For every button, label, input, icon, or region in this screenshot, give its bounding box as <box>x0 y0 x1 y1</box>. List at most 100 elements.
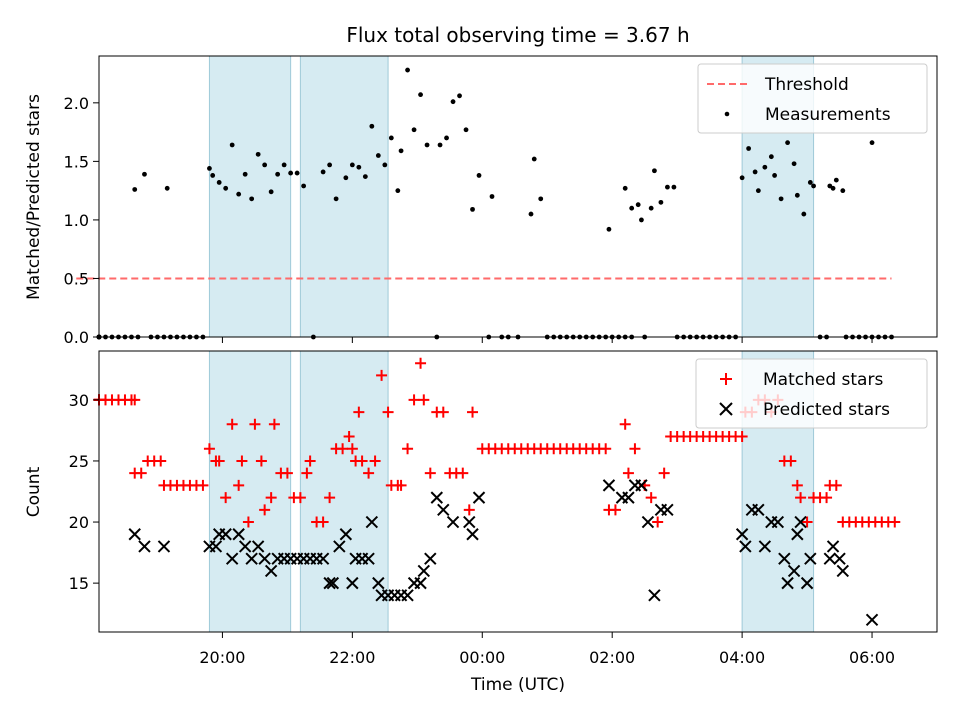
matched-star-point-52 <box>363 467 375 479</box>
matched-star-point-44 <box>324 492 336 504</box>
matched-star-point-53 <box>369 455 381 467</box>
measurement-point-27 <box>229 142 235 148</box>
x-tick-label-4: 02:00 <box>589 648 635 667</box>
measurement-point-53 <box>405 67 410 73</box>
matched-star-point-35 <box>268 418 280 430</box>
predicted-star-point-67 <box>794 515 807 529</box>
measurement-point-34 <box>275 171 281 177</box>
predicted-star-point-12 <box>258 552 271 565</box>
predicted-star-point-30 <box>365 515 379 529</box>
measurement-point-121 <box>811 183 816 189</box>
matched-star-point-33 <box>259 504 271 516</box>
measurement-point-29 <box>242 171 248 177</box>
predicted-star-point-49 <box>622 491 635 504</box>
predicted-star-point-69 <box>804 552 817 565</box>
measurement-point-113 <box>768 154 774 160</box>
matched-star-point-127 <box>830 479 842 491</box>
predicted-star-point-71 <box>826 540 840 553</box>
measurement-point-32 <box>262 162 268 168</box>
measurement-point-44 <box>349 162 355 168</box>
top-panel: 0.00.51.01.52.0 Matched/Predicted stars … <box>24 55 938 347</box>
measurement-point-126 <box>833 177 839 183</box>
bottom-y-tick-label-2: 25 <box>69 452 89 471</box>
matched-star-point-61 <box>415 357 427 369</box>
measurement-point-125 <box>830 185 836 191</box>
measurement-point-136 <box>869 140 875 146</box>
measurement-point-43 <box>343 175 349 181</box>
matched-star-point-63 <box>424 467 436 479</box>
measurements-legend-label: Measurements <box>765 105 891 125</box>
top-y-tick-label-1: 0.5 <box>64 269 89 288</box>
matched-star-point-41 <box>304 455 316 467</box>
matched-star-point-125 <box>821 492 833 504</box>
predicted-star-point-11 <box>251 540 265 553</box>
matched-star-point-90 <box>600 443 612 455</box>
x-tick-label-5: 04:00 <box>719 648 765 667</box>
measurement-point-16 <box>164 185 170 191</box>
measurement-point-40 <box>320 169 326 175</box>
measurement-point-51 <box>395 188 401 194</box>
matched-star-point-50 <box>353 406 365 418</box>
matched-star-point-37 <box>281 467 293 479</box>
top-y-tick-label-3: 1.5 <box>64 152 89 171</box>
measurement-point-127 <box>840 188 846 194</box>
predicted-legend-swatch <box>719 402 733 416</box>
measurement-point-87 <box>606 226 612 232</box>
measurement-point-56 <box>424 142 430 148</box>
predicted-star-point-40 <box>424 552 437 565</box>
measurement-point-66 <box>489 194 495 199</box>
measurement-point-115 <box>778 196 784 202</box>
predicted-star-point-24 <box>333 540 346 553</box>
predicted-star-point-9 <box>238 540 252 553</box>
bottom-y-axis: 15 20 25 30 <box>69 391 99 593</box>
matched-star-point-27 <box>226 418 238 430</box>
predicted-star-point-63 <box>778 552 791 565</box>
predicted-star-point-66 <box>791 528 804 541</box>
predicted-star-point-45 <box>466 528 479 541</box>
matched-star-point-122 <box>801 516 813 528</box>
measurement-point-111 <box>755 188 761 194</box>
measurement-point-62 <box>463 127 469 133</box>
measurement-point-35 <box>281 162 287 168</box>
predicted-star-point-39 <box>417 564 431 578</box>
x-tick-label-3: 00:00 <box>459 648 505 667</box>
top-observing-window-1 <box>208 55 292 338</box>
predicted-star-point-64 <box>781 576 794 590</box>
chart-title: Flux total observing time = 3.67 h <box>346 23 689 47</box>
matched-star-point-40 <box>301 467 313 479</box>
matched-star-point-121 <box>795 492 807 504</box>
measurement-point-60 <box>450 99 456 105</box>
matched-star-point-111 <box>736 431 748 443</box>
measurement-point-61 <box>457 93 462 99</box>
matched-star-point-39 <box>294 492 306 504</box>
measurement-point-64 <box>476 173 482 178</box>
matched-star-point-46 <box>337 443 349 455</box>
bottom-y-tick-label-3: 30 <box>69 391 89 410</box>
matched-star-point-97 <box>645 492 657 504</box>
matched-star-point-98 <box>652 516 664 528</box>
bottom-observing-windows <box>208 350 815 633</box>
matched-star-point-65 <box>437 406 449 418</box>
matched-star-point-12 <box>135 467 147 479</box>
measurement-point-46 <box>362 174 368 179</box>
predicted-star-point-62 <box>771 515 785 529</box>
predicted-legend-label: Predicted stars <box>763 400 890 420</box>
measurement-point-26 <box>223 185 229 191</box>
measurement-point-92 <box>648 205 654 211</box>
matched-star-point-92 <box>609 504 621 516</box>
matched-star-point-29 <box>236 455 248 467</box>
predicted-star-point-31 <box>372 576 385 590</box>
matched-star-point-93 <box>619 418 631 430</box>
matched-star-point-23 <box>203 443 215 455</box>
matched-star-point-136 <box>889 516 901 528</box>
measurement-point-47 <box>369 123 375 129</box>
predicted-star-point-55 <box>661 503 674 517</box>
matched-star-point-95 <box>629 443 641 455</box>
matched-star-point-94 <box>622 467 634 479</box>
predicted-star-point-56 <box>735 528 749 541</box>
predicted-star-point-1 <box>138 540 151 553</box>
bottom-panel-frame <box>98 350 938 633</box>
predicted-star-point-73 <box>836 564 850 578</box>
measurement-point-49 <box>382 162 388 168</box>
